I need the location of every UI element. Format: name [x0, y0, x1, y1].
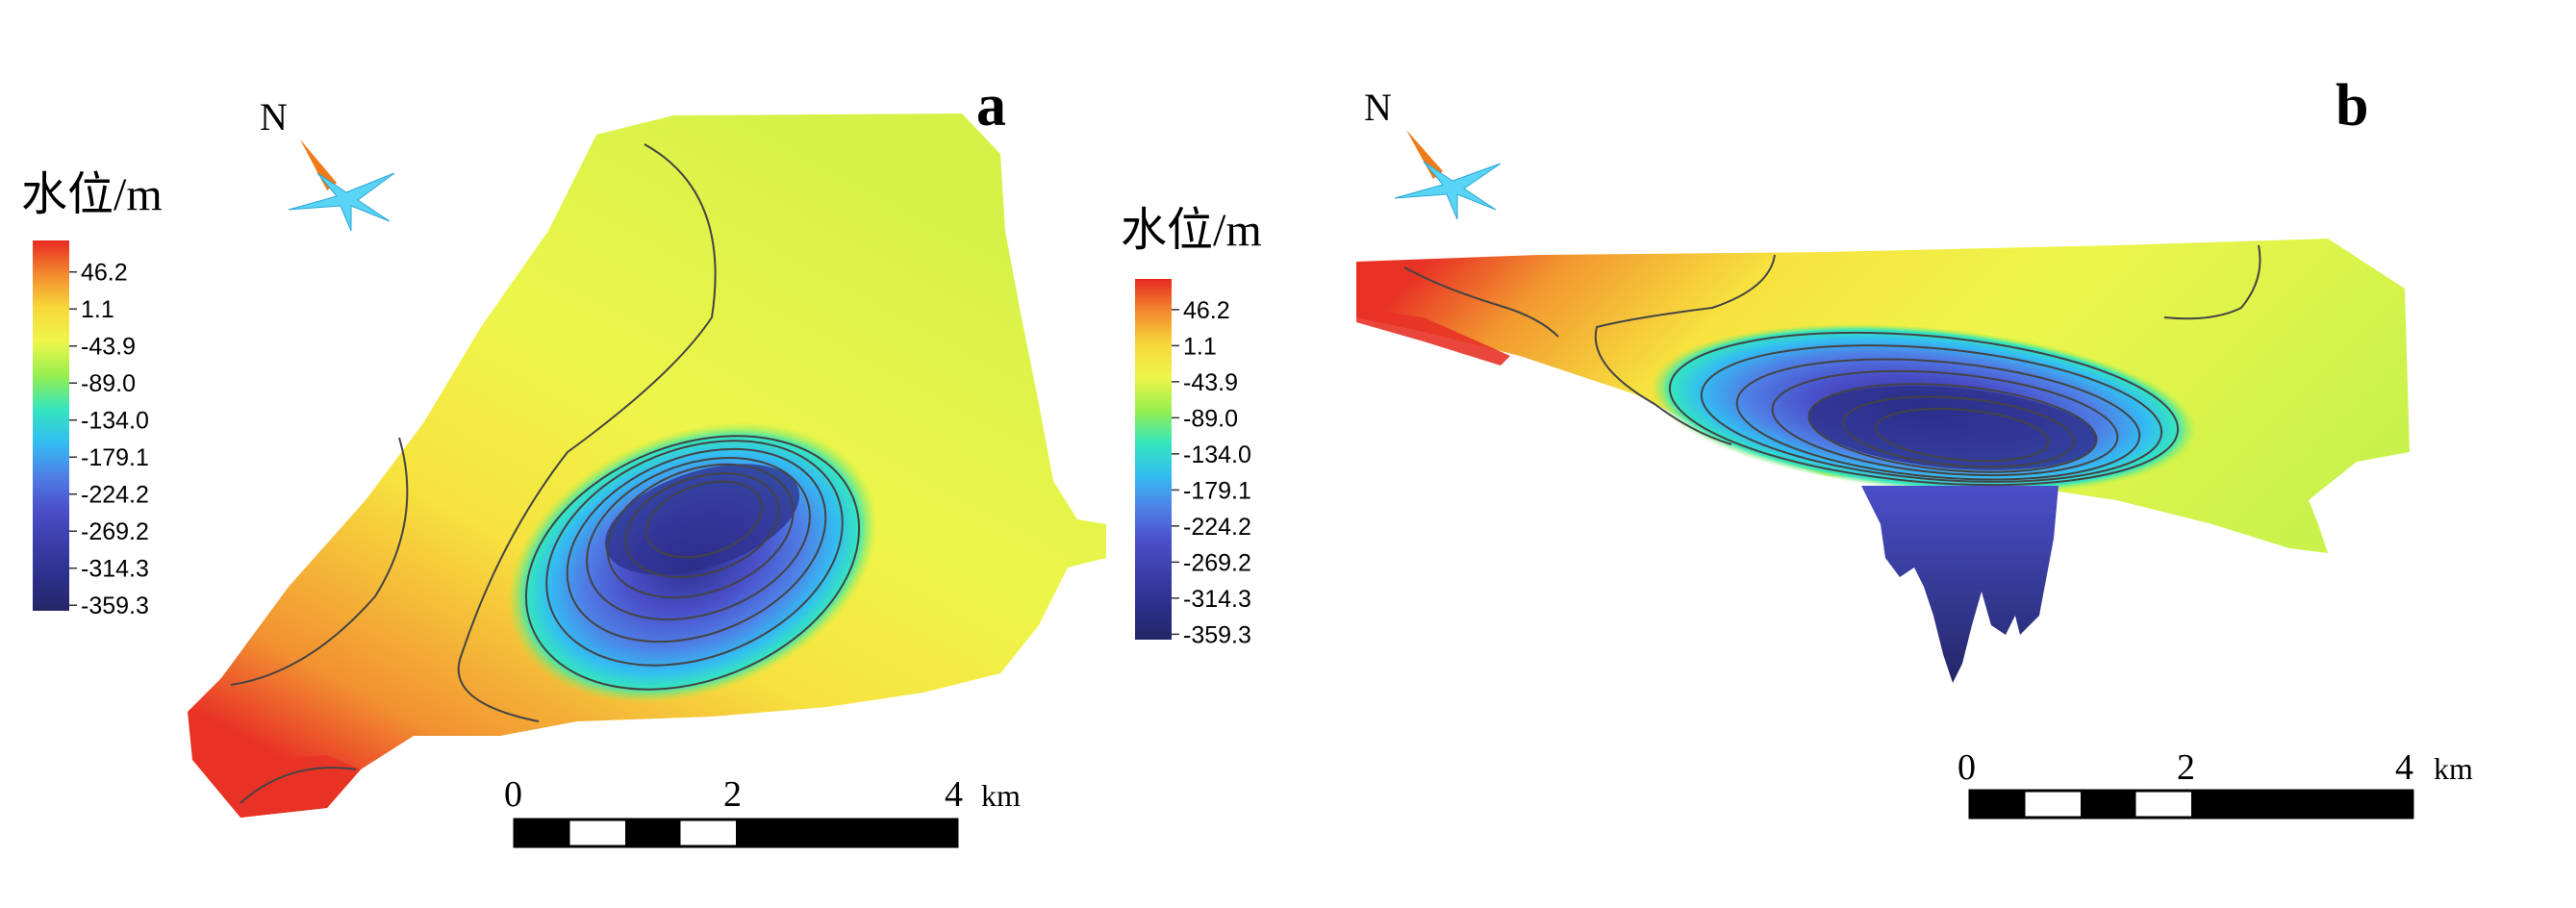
north-arrow-needle-b — [1406, 130, 1443, 179]
north-arrow-needle-a — [300, 139, 337, 190]
scale-bar-b: 0 2 4 km — [1957, 747, 2473, 820]
legend-tick-b-3: -89.0 — [1183, 405, 1238, 432]
legend-colorbar-b — [1135, 279, 1172, 640]
legend-tick-a-2: -43.9 — [81, 334, 136, 361]
scale-segment-b-2 — [2081, 791, 2136, 818]
water-level-map-a — [188, 114, 1106, 818]
scale-tick-a-0: 0 — [504, 774, 522, 815]
legend-tick-a-8: -314.3 — [81, 556, 149, 583]
scale-segment-b-1 — [2025, 791, 2081, 818]
scale-segment-a-6 — [846, 820, 902, 846]
panel-b: N b 0 2 4 km — [1356, 73, 2473, 820]
drawdown-cone-b — [1861, 486, 2058, 683]
map-b-west-high — [1356, 308, 1510, 366]
map-a-contours — [230, 143, 861, 804]
legend-tick-a-5: -179.1 — [81, 444, 149, 471]
scale-tick-a-1: 2 — [723, 774, 742, 815]
water-level-surface-b — [1356, 239, 2410, 683]
map-a-south-high — [231, 755, 361, 818]
scale-unit-a: km — [981, 778, 1021, 813]
legend-tick-a-0: 46.2 — [81, 260, 128, 287]
scale-segment-a-3 — [680, 820, 736, 846]
scale-segment-b-0 — [1970, 791, 2026, 818]
north-label-a: N — [260, 95, 288, 139]
legend-tick-b-6: -224.2 — [1183, 514, 1251, 541]
legend-ticks-a: 46.2 1.1 -43.9 -89.0 -134.0 -179.1 -224.2 -269.… — [69, 260, 149, 619]
legend-a: 水位/m 46.2 1.1 -43.9 -89.0 -134.0 -179.1 -224.2… — [21, 169, 163, 619]
scale-unit-b: km — [2434, 751, 2473, 786]
north-label-b: N — [1364, 86, 1392, 129]
scale-tick-b-1: 2 — [2177, 747, 2195, 788]
legend-title-a: 水位/m — [21, 169, 163, 220]
panel-letter-b: b — [2336, 73, 2368, 139]
scale-frame-b — [1968, 789, 2414, 820]
legend-tick-b-5: -179.1 — [1183, 477, 1251, 504]
legend-tick-b-7: -269.2 — [1183, 549, 1251, 576]
scale-frame-a — [513, 818, 959, 848]
scale-segment-b-7 — [2357, 791, 2412, 818]
scale-segments-b — [1968, 789, 2414, 820]
scale-segment-a-7 — [901, 820, 957, 846]
legend-ticks-b: 46.2 1.1 -43.9 -89.0 -134.0 -179.1 -224.2 -269.… — [1172, 297, 1251, 648]
legend-tick-b-8: -314.3 — [1183, 586, 1251, 613]
north-arrow-a: N — [260, 95, 395, 232]
legend-tick-b-1: 1.1 — [1183, 333, 1217, 360]
scale-segment-a-0 — [515, 820, 570, 846]
scale-segment-a-1 — [569, 820, 625, 846]
scale-segment-b-4 — [2191, 791, 2247, 818]
legend-tick-b-4: -134.0 — [1183, 441, 1251, 468]
legend-tick-b-9: -359.3 — [1183, 621, 1251, 648]
north-arrow-star-a — [288, 172, 395, 232]
legend-tick-a-1: 1.1 — [81, 296, 114, 323]
scale-segment-b-5 — [2246, 791, 2302, 818]
map-b-contours — [1403, 244, 2261, 487]
legend-colorbar-a — [33, 240, 69, 611]
legend-tick-a-7: -269.2 — [81, 518, 149, 545]
scale-segment-b-3 — [2135, 791, 2191, 818]
scale-segment-a-5 — [791, 820, 846, 846]
legend-tick-a-9: -359.3 — [81, 593, 149, 619]
legend-tick-b-0: 46.2 — [1183, 297, 1230, 324]
scale-segment-b-6 — [2302, 791, 2358, 818]
panel-a: N a 水位/m 46.2 1.1 -43.9 -89.0 -134.0 -179.1 -2… — [21, 73, 1106, 848]
scale-segment-a-2 — [625, 820, 681, 846]
legend-title-b: 水位/m — [1121, 205, 1262, 256]
scale-tick-a-2: 4 — [945, 774, 963, 815]
legend-tick-a-3: -89.0 — [81, 370, 136, 397]
legend-b: 水位/m 46.2 1.1 -43.9 -89.0 -134.0 -179.1 -224.2… — [1121, 205, 1262, 648]
scale-segment-a-4 — [736, 820, 792, 846]
scale-bar-a: 0 2 4 km — [504, 774, 1021, 848]
legend-tick-a-4: -134.0 — [81, 408, 149, 435]
panel-letter-a: a — [976, 73, 1006, 139]
legend-tick-b-2: -43.9 — [1183, 369, 1238, 396]
scale-segments-a — [513, 818, 959, 848]
north-arrow-b: N — [1364, 86, 1502, 220]
map-b-depression-core — [1808, 386, 2097, 470]
legend-tick-a-6: -224.2 — [81, 482, 149, 509]
north-arrow-star-b — [1394, 161, 1502, 220]
scale-tick-b-2: 4 — [2395, 747, 2413, 788]
scale-tick-b-0: 0 — [1957, 747, 1976, 788]
